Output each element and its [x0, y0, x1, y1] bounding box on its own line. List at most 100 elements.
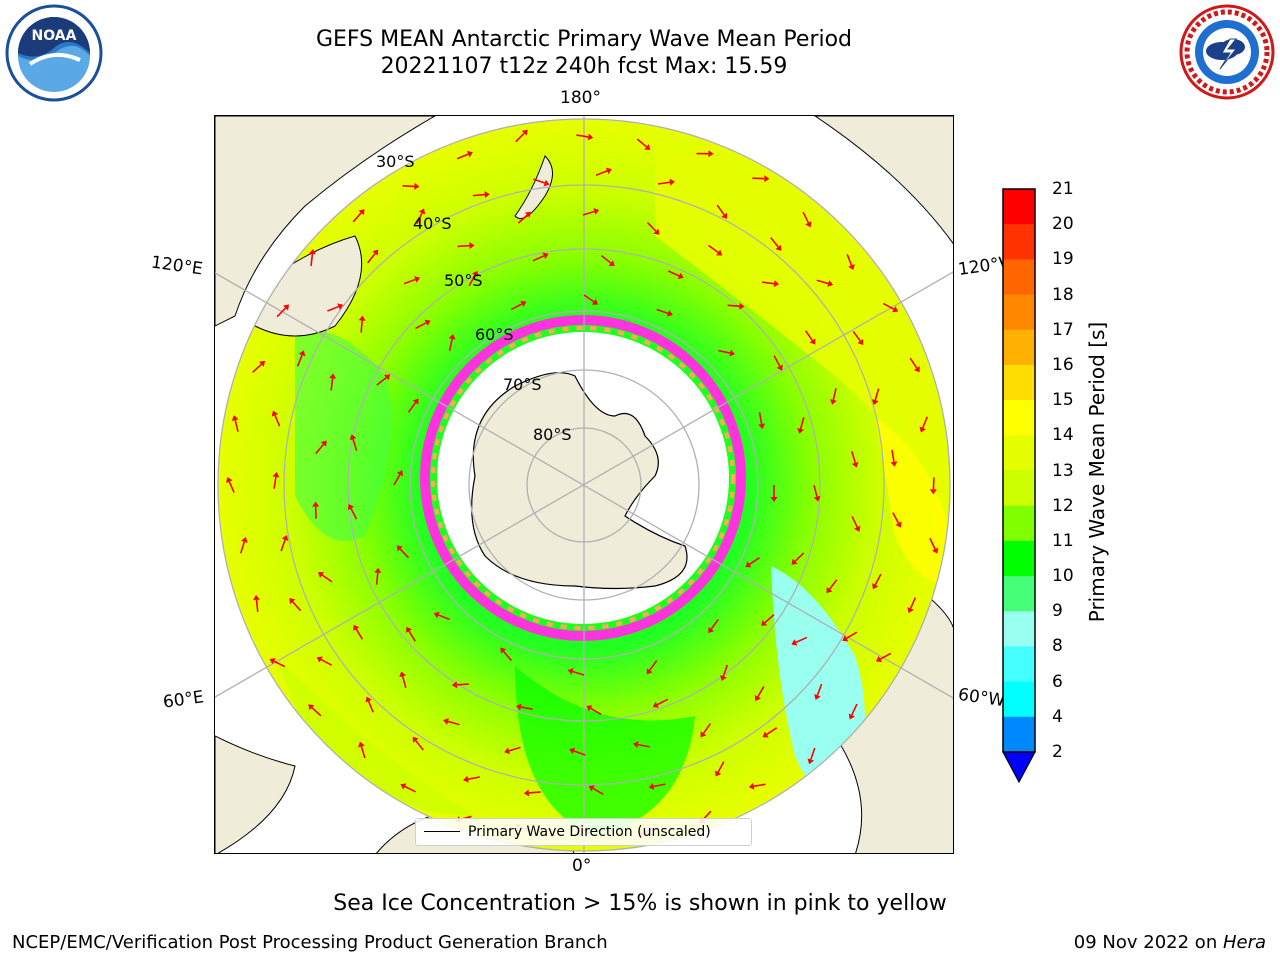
- polar-map: [215, 116, 953, 853]
- wave-arrow-head: [400, 783, 407, 790]
- wave-arrow-shaft: [457, 244, 470, 248]
- colorbar-tick-label: 20: [1052, 214, 1074, 235]
- wave-arrow-head: [813, 495, 821, 502]
- wave-arrow-head: [677, 272, 684, 280]
- wave-arrow-shaft: [292, 601, 302, 612]
- wave-arrow-shaft: [718, 349, 731, 354]
- wave-arrow-shaft: [708, 244, 719, 254]
- lat-label-40s: 40°S: [413, 214, 452, 233]
- wave-arrow-head: [872, 583, 879, 590]
- wave-arrow-head: [521, 129, 528, 136]
- wave-arrow-head: [848, 264, 855, 271]
- wave-arrow-shaft: [592, 787, 604, 796]
- colorbar-segment: [1003, 189, 1035, 225]
- wave-arrow-head: [700, 731, 707, 738]
- wave-arrow-head: [857, 338, 864, 346]
- title-line-2: 20221107 t12z 240h fcst Max: 15.59: [380, 54, 788, 79]
- wave-arrow-shaft: [515, 132, 525, 143]
- colorbar-segment: [1003, 364, 1035, 401]
- wave-arrow-shaft: [813, 484, 818, 497]
- colorbar-segment: [1003, 294, 1035, 331]
- wave-arrow-shaft: [636, 138, 647, 148]
- wave-arrow-shaft: [909, 597, 917, 609]
- wave-arrow-shaft: [315, 443, 325, 455]
- noaa-logo: NOAA: [4, 4, 104, 106]
- wave-arrow-shaft: [909, 357, 918, 369]
- colorbar-segment: [1003, 646, 1035, 683]
- wave-arrow-shaft: [727, 304, 740, 307]
- wave-arrow-shaft: [653, 783, 666, 788]
- wave-arrow-shaft: [321, 574, 333, 583]
- wave-arrow-head: [269, 658, 276, 665]
- wave-arrow-head: [358, 741, 365, 748]
- wave-arrow-shaft: [273, 660, 286, 668]
- wave-arrow-head: [451, 681, 458, 689]
- wave-arrow-head: [396, 470, 403, 477]
- wave-arrow-head: [729, 349, 736, 357]
- wave-arrow-head: [653, 228, 660, 235]
- wave-arrow-head: [471, 270, 479, 277]
- wave-arrow-shaft: [583, 294, 595, 303]
- colorbar-tick-label: 13: [1052, 460, 1074, 481]
- wave-arrow-head: [775, 244, 782, 251]
- wave-arrow-shaft: [399, 548, 410, 559]
- wave-arrow-shaft: [770, 237, 779, 248]
- wave-arrow-head: [298, 350, 306, 357]
- colorbar-tick-label: 14: [1052, 425, 1074, 446]
- wave-arrow-head: [829, 399, 837, 405]
- title-line-1: GEFS MEAN Antarctic Primary Wave Mean Pe…: [315, 27, 853, 52]
- wave-arrow-head: [347, 504, 355, 511]
- wave-arrow-head: [289, 598, 296, 605]
- wave-arrow-head: [895, 521, 902, 528]
- graticule: [215, 116, 953, 853]
- colorbar-segment: [1003, 540, 1035, 577]
- wave-arrow-shaft: [922, 416, 929, 429]
- wave-arrow-head: [542, 252, 549, 260]
- wave-arrow-shaft: [757, 685, 765, 698]
- wave-arrow-head: [384, 374, 391, 381]
- wave-arrow-head: [875, 655, 882, 663]
- wave-arrow-head: [283, 304, 290, 311]
- wave-arrow-head: [424, 319, 431, 326]
- wave-arrow-head: [469, 242, 475, 250]
- wave-arrow-head: [848, 713, 856, 720]
- wave-arrow-shaft: [350, 508, 358, 520]
- wave-arrow-shaft: [402, 184, 415, 188]
- wave-arrow-head: [399, 671, 407, 678]
- wave-arrow-shaft: [367, 252, 376, 264]
- wave-arrow-shaft: [472, 193, 485, 197]
- wave-arrow-head: [851, 461, 859, 468]
- wave-arrow-shaft: [273, 476, 277, 489]
- colorbar-segment: [1003, 224, 1035, 260]
- wave-arrow-shaft: [795, 636, 808, 644]
- wave-arrow-shaft: [722, 664, 729, 677]
- colorbar-tick-label: 18: [1052, 284, 1074, 305]
- wave-arrow-head: [770, 497, 778, 502]
- colorbar-tick-label: 8: [1052, 636, 1063, 657]
- colorbar-segment: [1003, 681, 1035, 718]
- wave-arrow-shaft: [255, 599, 259, 612]
- wave-arrow-shaft: [874, 573, 882, 586]
- wave-arrow-head: [586, 705, 593, 712]
- wave-arrow-head: [593, 208, 600, 215]
- wave-arrow-head: [567, 668, 574, 675]
- map-frame: [214, 115, 954, 854]
- wave-arrow-shaft: [456, 153, 469, 160]
- nws-logo: [1178, 3, 1276, 105]
- legend-line-swatch: [424, 831, 460, 832]
- wave-arrow-shaft: [851, 516, 858, 528]
- wave-arrow-head: [271, 410, 279, 417]
- wave-arrow-head: [226, 477, 233, 484]
- wave-arrow-shaft: [310, 253, 314, 266]
- wave-arrow-shaft: [879, 652, 892, 660]
- wave-arrow-head: [543, 179, 550, 187]
- wave-arrow-head: [569, 747, 576, 755]
- wave-arrow-head: [365, 696, 372, 703]
- wave-arrow-shaft: [656, 698, 669, 706]
- wave-arrow-head: [372, 249, 379, 256]
- colorbar-segment: [1003, 505, 1035, 542]
- wave-arrow-head: [648, 783, 655, 790]
- wave-arrow-shaft: [228, 481, 235, 493]
- wave-arrow-shaft: [600, 255, 612, 264]
- footer-producer: NCEP/EMC/Verification Post Processing Pr…: [12, 932, 608, 953]
